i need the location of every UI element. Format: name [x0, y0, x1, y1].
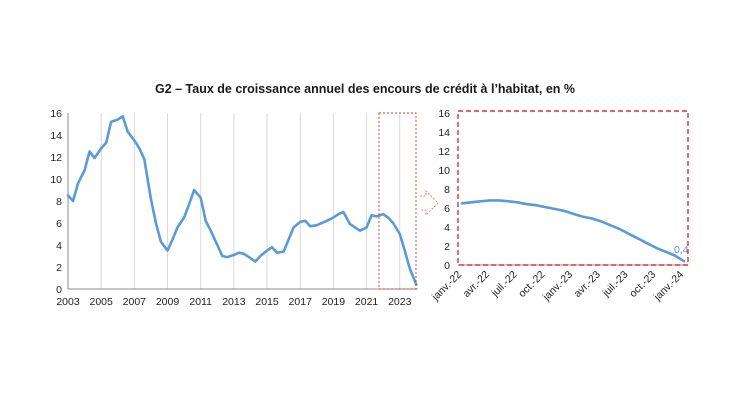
chart-title: G2 – Taux de croissance annuel des encou… [154, 82, 576, 96]
x-tick-label: 2009 [156, 296, 180, 308]
y-tick-label: 14 [438, 127, 450, 139]
y-tick-label: 4 [444, 222, 450, 234]
y-tick-label: 12 [50, 152, 62, 164]
left-chart-long-term: 0 2 4 6 8 10 12 14 16 2003 2005 2007 2009 2011 2013 201… [50, 108, 418, 308]
y-tick-label: 6 [56, 218, 62, 230]
zoom-region-box [378, 112, 417, 290]
right-chart-zoom: 0246810121416janv.-22avr.-22juil.-22oct.… [429, 108, 689, 304]
x-tick-label: 2003 [56, 296, 80, 308]
zoom-frame [457, 110, 689, 266]
y-tick-label: 0 [56, 284, 62, 296]
y-tick-label: 16 [438, 108, 450, 120]
x-tick-label: janv.-24 [651, 269, 686, 304]
x-tick-label: 2017 [289, 296, 313, 308]
x-tick-label: 2021 [355, 296, 379, 308]
x-tick-label: 2011 [189, 296, 212, 308]
y-tick-label: 6 [444, 203, 450, 215]
series-line-housing-credit-growth [66, 115, 418, 286]
highlight-overlay [378, 110, 689, 290]
x-tick-label: 2007 [123, 296, 147, 308]
x-tick-label: juil.-23 [600, 269, 631, 300]
series-line-zoom [460, 199, 686, 263]
y-tick-label: 2 [56, 262, 62, 274]
x-tick-label: avr.-22 [461, 269, 492, 300]
x-tick-label: janv.-22 [429, 269, 464, 304]
zoom-arrow-icon [420, 189, 439, 217]
y-tick-label: 12 [438, 146, 450, 158]
x-tick-label: 2023 [388, 296, 412, 308]
y-tick-label: 2 [444, 241, 450, 253]
y-tick-label: 14 [50, 130, 62, 142]
y-tick-label: 8 [56, 196, 62, 208]
x-tick-label: 2005 [89, 296, 113, 308]
x-tick-label: 2015 [255, 296, 279, 308]
y-tick-label: 4 [56, 240, 62, 252]
y-tick-label: 8 [444, 184, 450, 196]
data-label-last-value: 0,4 [674, 244, 689, 256]
y-tick-label: 10 [50, 174, 62, 186]
y-tick-label: 0 [444, 260, 450, 272]
x-tick-label: 2019 [322, 296, 346, 308]
x-tick-label: avr.-23 [572, 269, 603, 300]
x-tick-label: janv.-23 [540, 269, 575, 304]
x-tick-label: juil.-22 [489, 269, 520, 300]
y-tick-label: 10 [438, 165, 450, 177]
y-tick-label: 16 [50, 108, 62, 120]
x-tick-label: 2013 [222, 296, 246, 308]
